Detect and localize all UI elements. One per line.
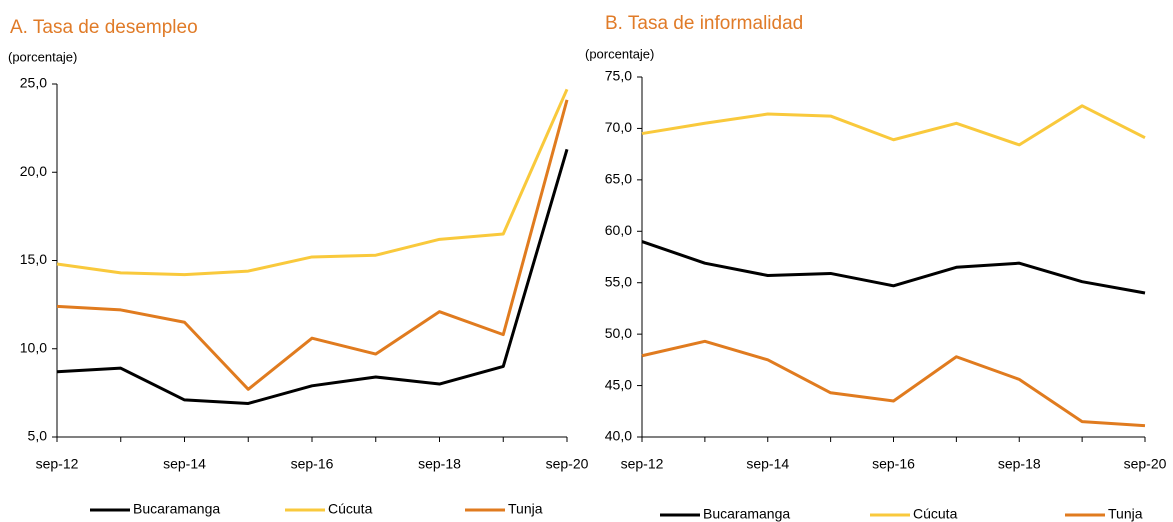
x-tick-label: sep-12 xyxy=(621,456,664,472)
series-line xyxy=(56,148,569,405)
series-line xyxy=(641,240,1146,295)
legend-label: Bucaramanga xyxy=(703,506,790,522)
y-tick-label: 60,0 xyxy=(605,222,632,238)
x-tick-label: sep-12 xyxy=(36,456,79,472)
y-tick-label: 65,0 xyxy=(605,171,632,187)
y-tick-label: 10,0 xyxy=(20,339,47,355)
y-tick-label: 75,0 xyxy=(605,68,632,84)
legend-label: Cúcuta xyxy=(328,501,373,517)
x-tick-label: sep-20 xyxy=(1124,456,1167,472)
y-tick-label: 55,0 xyxy=(605,273,632,289)
x-tick-label: sep-14 xyxy=(746,456,789,472)
legend-label: Cúcuta xyxy=(913,506,958,522)
y-axis-label: (porcentaje) xyxy=(8,49,77,64)
x-tick-label: sep-16 xyxy=(291,456,334,472)
y-tick-label: 20,0 xyxy=(20,163,47,179)
x-tick-label: sep-18 xyxy=(998,456,1041,472)
x-tick-label: sep-14 xyxy=(163,456,206,472)
y-tick-label: 40,0 xyxy=(605,428,632,444)
y-tick-label: 25,0 xyxy=(20,75,47,91)
series-line xyxy=(56,88,569,277)
legend-label: Tunja xyxy=(1108,506,1143,522)
y-tick-label: 50,0 xyxy=(605,325,632,341)
series-line xyxy=(641,104,1146,147)
y-tick-label: 45,0 xyxy=(605,376,632,392)
x-tick-label: sep-16 xyxy=(872,456,915,472)
legend-label: Tunja xyxy=(508,501,543,517)
y-axis-label: (porcentaje) xyxy=(585,46,654,61)
chart-title: B. Tasa de informalidad xyxy=(605,13,803,34)
y-tick-label: 5,0 xyxy=(28,428,48,444)
x-tick-label: sep-20 xyxy=(546,456,589,472)
x-tick-label: sep-18 xyxy=(418,456,461,472)
series-line xyxy=(56,99,569,391)
chart-title: A. Tasa de desempleo xyxy=(10,17,198,38)
legend-label: Bucaramanga xyxy=(133,501,220,517)
y-tick-label: 70,0 xyxy=(605,119,632,135)
y-tick-label: 15,0 xyxy=(20,251,47,267)
series-line xyxy=(641,339,1146,428)
